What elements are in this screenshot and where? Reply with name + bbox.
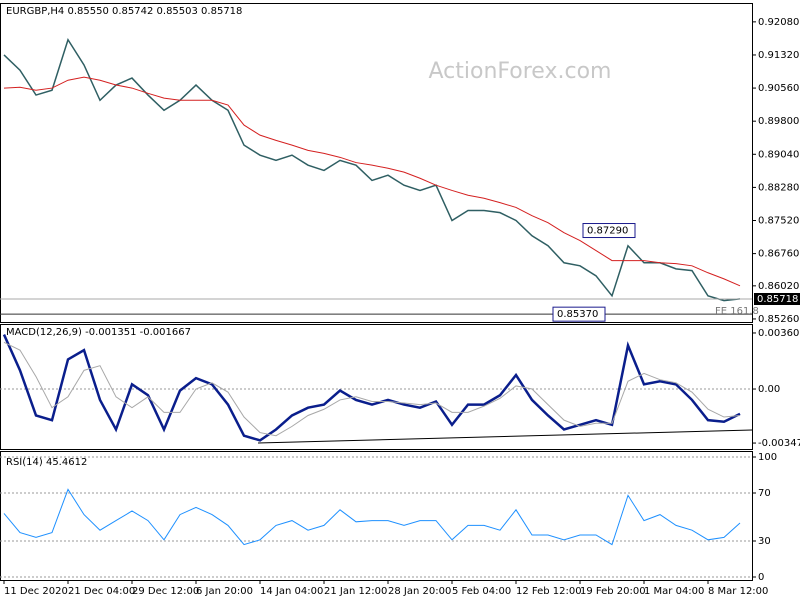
x-tick-label: 6 Jan 20:00 xyxy=(196,586,253,597)
x-tick-label: 28 Jan 20:00 xyxy=(388,586,451,597)
series-line xyxy=(3,37,741,302)
series-line xyxy=(3,76,741,287)
x-tick-label: 8 Mar 12:00 xyxy=(708,586,768,597)
x-tick-label: 21 Jan 12:00 xyxy=(324,586,387,597)
x-tick-label: 19 Feb 20:00 xyxy=(580,586,646,597)
y-tick-label: 70 xyxy=(758,488,771,499)
y-tick-label: 0 xyxy=(758,572,764,583)
annotation-label: 0.85370 xyxy=(557,309,598,320)
x-tick-label: 29 Dec 12:00 xyxy=(132,586,199,597)
series-line xyxy=(3,341,741,437)
annotation-box xyxy=(582,223,636,239)
y-tick-label: 0.003602 xyxy=(758,328,800,339)
x-tick-label: 14 Jan 04:00 xyxy=(260,586,323,597)
y-tick-label: 0.91320 xyxy=(758,50,799,61)
y-tick-label: 0.86020 xyxy=(758,281,799,292)
last-price-label: 0.85718 xyxy=(757,294,798,305)
y-tick-label: 0.87520 xyxy=(758,216,799,227)
trend-line xyxy=(257,429,753,444)
price-panel xyxy=(0,3,753,323)
rsi-panel xyxy=(0,451,753,581)
y-tick-label: 0.90560 xyxy=(758,83,799,94)
watermark: ActionForex.com xyxy=(429,59,612,84)
y-tick-label: 0.88280 xyxy=(758,182,799,193)
rsi-title: RSI(14) 45.4612 xyxy=(6,457,87,468)
y-tick-label: 100 xyxy=(758,452,777,463)
x-tick-label: 11 Dec 2020 xyxy=(4,586,68,597)
y-tick-label: 0.85260 xyxy=(758,314,799,325)
annotation-label: 0.87290 xyxy=(587,226,628,237)
y-tick-label: 0.86760 xyxy=(758,249,799,260)
macd-panel xyxy=(0,324,753,450)
y-tick-label: 0.89800 xyxy=(758,116,799,127)
series-line xyxy=(3,488,741,546)
series-line xyxy=(2,334,741,442)
x-tick-label: 21 Dec 04:00 xyxy=(68,586,135,597)
y-tick-label: 0.89040 xyxy=(758,149,799,160)
fe-label: FE 161.8 xyxy=(715,306,759,317)
y-tick-label: 0.92080 xyxy=(758,17,799,28)
x-tick-label: 5 Feb 04:00 xyxy=(452,586,511,597)
x-tick-label: 12 Feb 12:00 xyxy=(516,586,582,597)
y-tick-label: 0.00 xyxy=(758,384,780,395)
y-tick-label: -0.003472 xyxy=(758,438,800,449)
macd-title: MACD(12,26,9) -0.001351 -0.001667 xyxy=(6,327,191,338)
y-tick-label: 30 xyxy=(758,536,771,547)
x-tick-label: 1 Mar 04:00 xyxy=(644,586,704,597)
chart-title: EURGBP,H4 0.85550 0.85742 0.85503 0.8571… xyxy=(6,6,242,17)
annotation-box xyxy=(552,306,606,322)
last-price-box xyxy=(754,292,800,305)
